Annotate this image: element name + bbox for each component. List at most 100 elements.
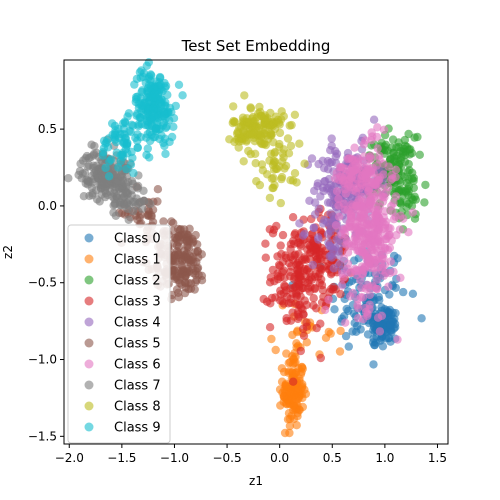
point-class-3 — [290, 282, 300, 291]
point-class-8 — [234, 143, 243, 152]
point-class-6 — [383, 245, 393, 254]
x-tick-label: −2.0 — [55, 451, 84, 465]
point-class-3 — [296, 346, 305, 356]
point-class-9 — [138, 72, 148, 82]
point-class-9 — [137, 66, 146, 75]
point-class-3 — [286, 244, 295, 254]
point-class-5 — [182, 237, 191, 246]
point-class-6 — [372, 284, 381, 293]
point-class-4 — [299, 231, 308, 240]
point-class-0 — [399, 287, 408, 297]
point-class-6 — [341, 189, 350, 198]
point-class-9 — [161, 149, 170, 159]
point-class-9 — [160, 110, 169, 119]
x-axis-label: z1 — [249, 474, 263, 488]
point-class-6 — [356, 276, 365, 285]
point-class-8 — [300, 159, 309, 168]
point-class-3 — [293, 258, 302, 268]
point-class-7 — [79, 156, 88, 165]
point-class-5 — [168, 226, 178, 235]
point-class-0 — [356, 325, 365, 334]
point-class-3 — [310, 284, 319, 294]
point-class-6 — [391, 212, 400, 221]
point-class-6 — [379, 125, 389, 134]
point-class-7 — [64, 174, 73, 183]
point-class-0 — [369, 360, 378, 369]
point-class-0 — [330, 305, 339, 314]
point-class-4 — [369, 115, 379, 124]
point-class-3 — [265, 323, 275, 332]
point-class-7 — [127, 191, 136, 200]
point-class-8 — [258, 166, 268, 175]
point-class-6 — [347, 171, 356, 180]
legend-box — [67, 224, 171, 444]
point-class-7 — [114, 184, 124, 193]
point-class-2 — [415, 150, 424, 159]
point-class-1 — [282, 399, 291, 408]
point-class-8 — [234, 129, 243, 138]
y-tick-label: 0.0 — [38, 199, 57, 213]
point-class-6 — [357, 180, 367, 190]
point-class-9 — [178, 91, 187, 100]
point-class-6 — [373, 123, 382, 132]
point-class-3 — [288, 289, 297, 298]
x-tick-label: −1.5 — [107, 451, 136, 465]
point-class-0 — [376, 336, 385, 345]
point-class-6 — [364, 186, 373, 195]
point-class-7 — [133, 184, 143, 193]
point-class-4 — [327, 243, 336, 252]
point-class-0 — [393, 254, 402, 263]
point-class-9 — [145, 128, 155, 137]
chart-title: Test Set Embedding — [181, 37, 331, 55]
point-class-9 — [169, 122, 178, 131]
point-class-3 — [281, 253, 291, 263]
point-class-3 — [268, 229, 278, 238]
point-class-6 — [357, 283, 366, 293]
point-class-6 — [384, 282, 393, 291]
point-class-4 — [326, 227, 335, 236]
point-class-9 — [133, 136, 142, 145]
point-class-9 — [105, 157, 114, 166]
point-class-6 — [346, 217, 355, 227]
legend-label: Class 1 — [114, 253, 161, 268]
point-class-9 — [119, 138, 128, 147]
point-class-3 — [294, 307, 303, 316]
point-class-6 — [346, 183, 355, 192]
point-class-7 — [94, 166, 103, 175]
y-tick-label: 0.5 — [38, 122, 57, 136]
point-class-5 — [178, 261, 187, 271]
point-class-6 — [337, 230, 346, 239]
point-class-3 — [268, 265, 278, 275]
point-class-6 — [350, 264, 359, 274]
point-class-6 — [376, 246, 386, 256]
point-class-8 — [254, 109, 263, 118]
point-class-8 — [251, 159, 260, 168]
point-class-9 — [174, 80, 184, 90]
point-class-6 — [368, 236, 377, 246]
point-class-2 — [400, 135, 409, 145]
point-class-6 — [375, 151, 384, 160]
point-class-5 — [174, 242, 184, 252]
point-class-6 — [379, 170, 388, 179]
point-class-6 — [363, 254, 373, 263]
point-class-6 — [372, 275, 382, 284]
point-class-8 — [287, 120, 296, 130]
point-class-6 — [379, 213, 388, 222]
point-class-7 — [86, 153, 95, 162]
point-class-6 — [340, 179, 349, 188]
point-class-8 — [290, 110, 300, 120]
points-layer — [64, 58, 430, 438]
point-class-6 — [354, 154, 363, 163]
point-class-7 — [118, 173, 127, 182]
point-class-2 — [404, 175, 413, 184]
point-class-3 — [282, 314, 291, 323]
point-class-6 — [392, 231, 401, 240]
point-class-1 — [292, 339, 301, 348]
point-class-9 — [165, 137, 174, 147]
point-class-1 — [286, 357, 295, 367]
legend-label: Class 0 — [114, 232, 161, 247]
point-class-9 — [154, 125, 164, 134]
point-class-9 — [114, 163, 123, 172]
point-class-3 — [336, 289, 345, 299]
